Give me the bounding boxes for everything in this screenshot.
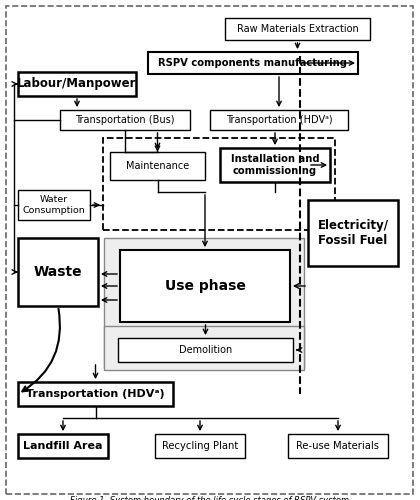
Bar [120, 250, 290, 322]
Text: Landfill Area: Landfill Area [23, 441, 103, 451]
Text: Installation and
commissioning: Installation and commissioning [231, 154, 319, 176]
Bar [18, 190, 90, 220]
Text: Use phase: Use phase [165, 279, 245, 293]
Bar [118, 338, 293, 362]
Text: Demolition: Demolition [179, 345, 232, 355]
Bar [220, 148, 330, 182]
Bar [18, 72, 136, 96]
Text: Transportation (HDVᵃ): Transportation (HDVᵃ) [226, 115, 332, 125]
Bar [104, 238, 304, 368]
Bar [148, 52, 358, 74]
Text: Transportation (Bus): Transportation (Bus) [75, 115, 175, 125]
Bar [225, 18, 370, 40]
Bar [18, 434, 108, 458]
Bar [18, 382, 173, 406]
Text: RSPV components manufacturing: RSPV components manufacturing [158, 58, 347, 68]
Text: Labour/Manpower: Labour/Manpower [17, 78, 137, 90]
Bar [155, 434, 245, 458]
Text: Recycling Plant: Recycling Plant [162, 441, 238, 451]
Text: Raw Materials Extraction: Raw Materials Extraction [236, 24, 358, 34]
Text: Figure 1. System boundary of the life cycle stages of RSPV system: Figure 1. System boundary of the life cy… [71, 496, 349, 500]
Text: Re-use Materials: Re-use Materials [297, 441, 380, 451]
Text: Waste: Waste [34, 265, 82, 279]
Bar [110, 152, 205, 180]
Text: Electricity/
Fossil Fuel: Electricity/ Fossil Fuel [318, 219, 388, 247]
Bar [18, 238, 98, 306]
Text: Transportation (HDVᵃ): Transportation (HDVᵃ) [26, 389, 165, 399]
Bar [60, 110, 190, 130]
Bar [308, 200, 398, 266]
Bar [288, 434, 388, 458]
Bar [104, 326, 304, 370]
Bar [210, 110, 348, 130]
Text: Water
Consumption: Water Consumption [23, 196, 85, 214]
Bar [103, 138, 335, 230]
Text: Maintenance: Maintenance [126, 161, 189, 171]
